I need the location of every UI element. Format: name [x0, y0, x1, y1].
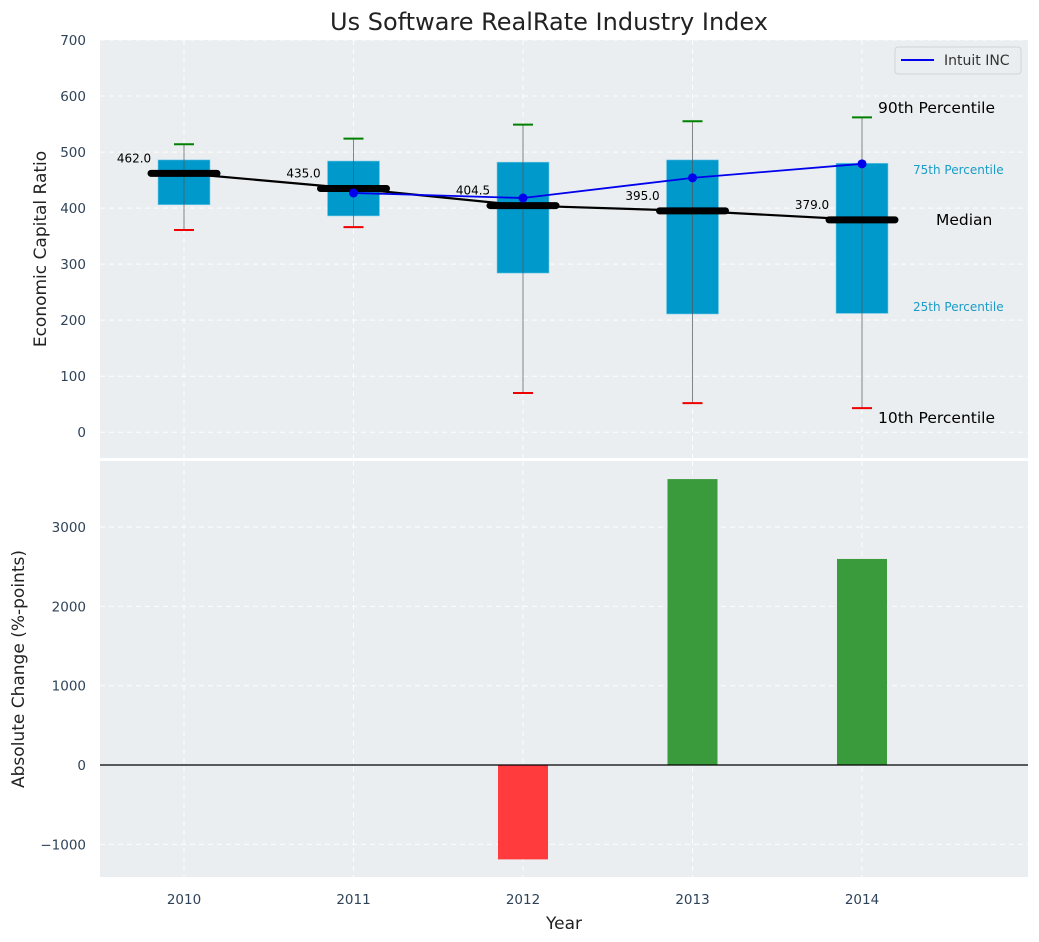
- y-tick-label: 2000: [52, 599, 86, 615]
- y-tick-label: 300: [60, 257, 86, 273]
- y-tick-label: 1000: [52, 679, 86, 695]
- annotation-p75: 75th Percentile: [913, 163, 1004, 177]
- x-tick-label: 2012: [506, 892, 540, 908]
- intuit-point: [857, 159, 867, 169]
- intuit-line: [353, 162, 863, 199]
- annotation-p10: 10th Percentile: [878, 409, 995, 427]
- median-value-label: 462.0: [117, 151, 151, 165]
- x-tick-label: 2010: [167, 892, 201, 908]
- x-tick-labels: 2010 2011 2012 2013 2014: [167, 892, 879, 908]
- median-value-labels: 462.0 435.0 404.5 395.0 379.0: [117, 151, 829, 212]
- y-tick-label: 500: [60, 145, 86, 161]
- top-y-axis-label: Economic Capital Ratio: [31, 151, 51, 347]
- x-tick-label: 2013: [675, 892, 709, 908]
- bottom-y-axis-label: Absolute Change (%-points): [9, 550, 29, 788]
- y-tick-label: 3000: [52, 520, 86, 536]
- top-y-tick-labels: 0 100 200 300 400 500 600 700: [60, 33, 86, 441]
- legend: Intuit INC: [894, 46, 1022, 75]
- bottom-plot-area: [100, 461, 1028, 877]
- median-value-label: 395.0: [625, 189, 659, 203]
- intuit-point: [688, 173, 697, 183]
- y-tick-label: 200: [60, 313, 86, 329]
- intuit-point: [518, 193, 528, 203]
- percentile-annotations: 90th Percentile 75th Percentile Median 2…: [878, 99, 1004, 427]
- y-tick-label: −1000: [40, 837, 86, 853]
- bar-negative: [498, 765, 548, 860]
- median-value-label: 404.5: [456, 184, 490, 198]
- intuit-series: [349, 159, 867, 203]
- x-axis-label: Year: [545, 914, 582, 934]
- x-tick-label: 2014: [845, 892, 879, 908]
- y-tick-label: 700: [60, 33, 86, 49]
- x-tick-label: 2011: [336, 892, 370, 908]
- annotation-p25: 25th Percentile: [913, 300, 1004, 314]
- intuit-point: [349, 188, 358, 198]
- y-tick-label: 0: [77, 758, 86, 774]
- change-bars: [498, 479, 887, 860]
- y-tick-label: 600: [60, 89, 86, 105]
- median-value-label: 435.0: [286, 166, 320, 180]
- y-tick-label: 100: [60, 369, 86, 385]
- bar-positive: [837, 558, 887, 766]
- y-tick-label: 400: [60, 201, 86, 217]
- bar-positive: [667, 479, 718, 766]
- legend-box: [894, 46, 1022, 75]
- legend-label-intuit: Intuit INC: [944, 53, 1010, 69]
- box-plots: [157, 116, 889, 410]
- annotation-p90: 90th Percentile: [878, 99, 995, 117]
- median-value-label: 379.0: [795, 198, 829, 212]
- bottom-y-tick-labels: −1000 0 1000 2000 3000: [40, 520, 86, 853]
- chart-title: Us Software RealRate Industry Index: [330, 8, 768, 36]
- y-tick-label: 0: [77, 425, 86, 441]
- annotation-median: Median: [936, 211, 992, 229]
